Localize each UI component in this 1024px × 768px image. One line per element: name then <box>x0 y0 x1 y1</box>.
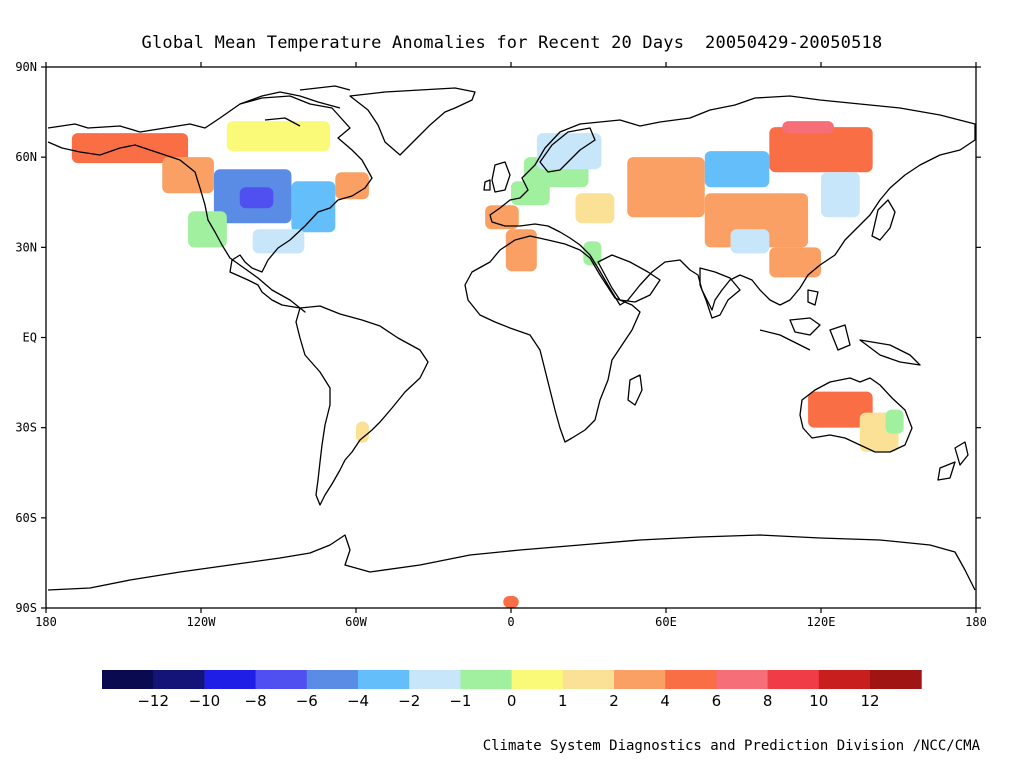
coastline-japan <box>871 199 896 241</box>
anomaly-region-15 <box>505 229 537 272</box>
coastline-india <box>699 267 741 319</box>
anomaly-region-1 <box>162 157 214 194</box>
anomaly-region-16 <box>583 241 602 266</box>
colorbar-label: 0 <box>507 692 517 710</box>
colorbar-label: 8 <box>763 692 773 710</box>
colorbar-label: 12 <box>860 692 879 710</box>
longitude-axis: 180 120W 60W 0 60E 120E 180 <box>35 62 987 629</box>
colorbar-swatch <box>562 670 615 689</box>
anomaly-region-4 <box>291 181 336 233</box>
colorbar-swatch <box>614 670 666 689</box>
colorbar-label: −6 <box>296 692 318 710</box>
anomaly-region-13 <box>536 133 602 170</box>
lat-label: 30S <box>15 421 37 435</box>
coastline-new-zealand <box>937 441 969 481</box>
colorbar-swatch <box>409 670 461 689</box>
coastline-greenland <box>349 87 476 156</box>
coastline-arctic-islands <box>239 85 351 127</box>
colorbar-swatch <box>511 670 564 689</box>
anomaly-region-18 <box>704 151 770 188</box>
anomaly-region-24 <box>769 247 821 278</box>
colorbar-swatch <box>204 670 257 689</box>
lat-label: 60S <box>15 511 37 525</box>
colorbar-label: −8 <box>245 692 267 710</box>
coastline-indonesia <box>759 289 921 366</box>
coastlines <box>47 85 976 591</box>
anomaly-field <box>71 121 904 608</box>
lat-label: EQ <box>23 331 37 345</box>
anomaly-region-8 <box>226 121 331 152</box>
map-title: Global Mean Temperature Anomalies for Re… <box>141 33 883 53</box>
lat-label: 30N <box>15 240 37 254</box>
colorbar-label: 4 <box>660 692 670 710</box>
colorbar-label: −4 <box>347 692 369 710</box>
colorbar-label: 1 <box>558 692 568 710</box>
anomaly-region-9 <box>356 421 369 443</box>
coastline-south-america <box>295 305 429 506</box>
coastline-arabia <box>597 254 661 303</box>
lon-label: 60W <box>345 615 367 629</box>
lon-label: 0 <box>507 615 514 629</box>
lon-label: 120E <box>807 615 836 629</box>
colorbar-swatch <box>767 670 820 689</box>
colorbar: −12 −10 −8 −6 −4 −2 −1 0 1 2 4 6 8 10 12 <box>102 670 922 710</box>
anomaly-region-10 <box>485 205 519 230</box>
colorbar-swatch <box>818 670 871 689</box>
coastline-australia <box>799 377 913 453</box>
colorbar-label: −12 <box>137 692 169 710</box>
anomaly-region-7 <box>335 172 369 200</box>
coastline-scandinavia <box>539 127 596 173</box>
anomaly-region-14 <box>575 193 615 224</box>
colorbar-label: −1 <box>449 692 471 710</box>
colorbar-swatch <box>255 670 308 689</box>
lon-label: 60E <box>655 615 677 629</box>
coastline-eurasia <box>489 95 976 311</box>
anomaly-region-3 <box>239 187 274 209</box>
colorbar-label: −2 <box>398 692 420 710</box>
colorbar-swatch <box>716 670 769 689</box>
anomaly-region-28 <box>503 595 519 608</box>
anomaly-region-5 <box>188 211 227 248</box>
colorbar-label: 10 <box>809 692 828 710</box>
colorbar-swatch <box>102 670 154 689</box>
colorbar-swatch <box>665 670 717 689</box>
anomaly-region-23 <box>730 229 770 254</box>
colorbar-swatch <box>870 670 922 689</box>
lat-label: 90N <box>15 60 37 74</box>
anomaly-region-22 <box>821 172 860 218</box>
colorbar-swatch <box>306 670 359 689</box>
anomaly-region-21 <box>704 193 809 248</box>
colorbar-label: 6 <box>712 692 722 710</box>
credit-text: Climate System Diagnostics and Predictio… <box>482 738 980 754</box>
lon-label: 120W <box>187 615 217 629</box>
lon-label: 180 <box>35 615 57 629</box>
anomaly-region-6 <box>252 229 305 254</box>
lat-label: 90S <box>15 601 37 615</box>
latitude-axis: 90N 60N 30N EQ 30S 60S 90S <box>15 60 981 615</box>
anomaly-region-20 <box>782 121 834 134</box>
coastline-north-america <box>47 95 373 313</box>
colorbar-swatch <box>153 670 205 689</box>
colorbar-label: −10 <box>189 692 221 710</box>
colorbar-swatch <box>460 670 513 689</box>
coastline-british-isles <box>483 161 511 193</box>
anomaly-region-19 <box>769 127 873 173</box>
lat-label: 60N <box>15 150 37 164</box>
anomaly-region-25 <box>808 391 873 428</box>
anomaly-region-17 <box>627 157 705 218</box>
anomaly-region-27 <box>885 409 904 434</box>
anomaly-region-0 <box>71 133 189 164</box>
lon-label: 180 <box>965 615 987 629</box>
coastline-africa <box>464 235 641 443</box>
colorbar-label: 2 <box>609 692 619 710</box>
colorbar-swatch <box>358 670 410 689</box>
coastline-madagascar <box>627 374 643 406</box>
coastline-antarctica <box>47 534 976 591</box>
